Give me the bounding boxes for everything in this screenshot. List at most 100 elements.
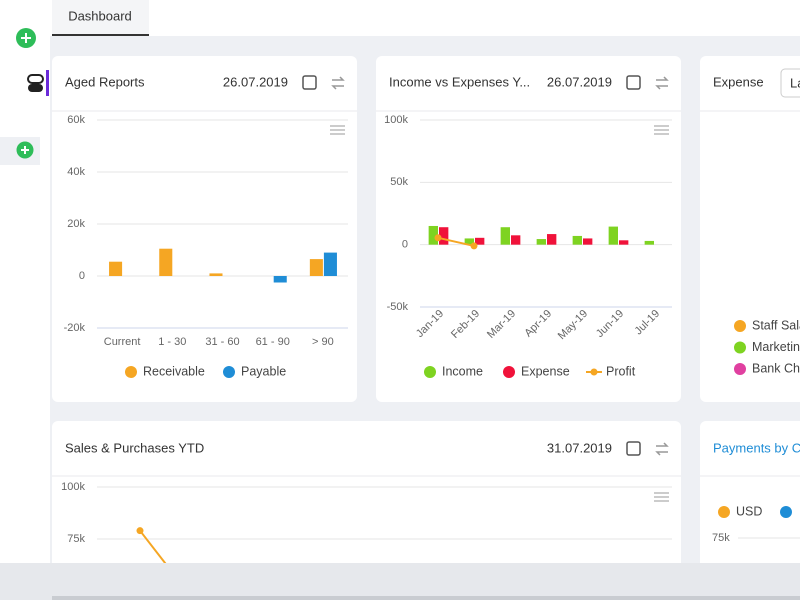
bar (209, 273, 223, 276)
point (136, 527, 144, 535)
active-indicator (46, 70, 49, 96)
bar (500, 227, 510, 245)
x-tick-label: 1 - 30 (158, 336, 186, 348)
bar (439, 227, 449, 245)
legend-label: Staff Sala (752, 318, 800, 332)
toggle-icon[interactable] (27, 74, 44, 84)
card-date: 31.07.2019 (547, 440, 612, 455)
select-box[interactable] (780, 68, 800, 98)
bar (109, 261, 123, 276)
legend-symbol (718, 506, 730, 518)
bar (511, 235, 521, 245)
card-date: 26.07.2019 (547, 74, 612, 89)
calendar-icon[interactable] (626, 75, 641, 90)
card (52, 56, 357, 402)
menu-icon[interactable] (330, 125, 345, 135)
y-tick-label: -20k (64, 322, 86, 334)
scrollbar[interactable] (52, 596, 800, 600)
x-tick-label: 61 - 90 (256, 336, 290, 348)
y-tick-label: 20k (67, 218, 85, 230)
card-title: Income vs Expenses Y... (389, 74, 530, 89)
card-date: 26.07.2019 (223, 74, 288, 89)
menu-icon[interactable] (654, 492, 669, 502)
refresh-icon[interactable] (331, 76, 345, 90)
legend-symbol (223, 366, 235, 378)
tab-underline (52, 34, 149, 36)
legend-label: Profit (606, 364, 636, 378)
y-tick-label: -50k (387, 301, 409, 313)
bar (464, 238, 474, 245)
bar (619, 240, 629, 245)
point (470, 242, 478, 250)
card-title: Expense (713, 74, 764, 89)
card (700, 56, 800, 402)
bar (608, 226, 618, 245)
legend-label: USD (736, 504, 762, 518)
legend-symbol (780, 506, 792, 518)
y-tick-label: 75k (712, 532, 730, 544)
x-tick-label: 31 - 60 (205, 336, 239, 348)
legend-symbol (125, 366, 137, 378)
legend-label: Payable (241, 364, 286, 378)
legend-symbol (734, 363, 746, 375)
bar (547, 234, 557, 245)
legend-label: Expense (521, 364, 570, 378)
legend-symbol (734, 320, 746, 332)
x-tick-label: Current (104, 336, 141, 348)
bar (583, 238, 593, 245)
tab-label[interactable]: Dashboard (68, 8, 132, 23)
refresh-icon[interactable] (655, 76, 669, 90)
legend-label: Bank Ch (752, 361, 800, 375)
card-title: Payments by C (713, 440, 800, 455)
line (437, 236, 475, 247)
y-tick-label: 100k (384, 114, 408, 126)
point (434, 234, 442, 242)
sidebar (0, 0, 50, 600)
widget-extras: Staff Sala Marketin Bank Ch USD 75k (712, 318, 800, 544)
bar (159, 248, 173, 276)
legend-symbol (503, 366, 515, 378)
y-tick-label: 50k (390, 176, 408, 188)
card-title: Sales & Purchases YTD (65, 440, 204, 455)
footer-band (0, 563, 800, 600)
plus-icon (21, 146, 29, 154)
header-icons (302, 75, 669, 502)
charts: -20k 0 20k 40k 60k Current 1 - 30 31 - 60 61 - 9… (64, 114, 672, 378)
chart-clip: 75k 100k (61, 481, 672, 563)
bar (323, 252, 337, 276)
calendar-icon[interactable] (626, 441, 641, 456)
bar (309, 259, 323, 276)
refresh-icon[interactable] (655, 442, 669, 456)
legend-label: Receivable (143, 364, 205, 378)
select-value[interactable]: La (790, 75, 800, 90)
bar (536, 239, 546, 245)
x-tick-label: > 90 (312, 336, 334, 348)
card (700, 421, 800, 563)
toggle-icon (28, 84, 43, 92)
card-title: Aged Reports (65, 74, 145, 89)
bar (475, 237, 485, 245)
content: Aged Reports 26.07.2019 Income vs Expens… (52, 56, 800, 563)
legend-label: Marketin (752, 340, 800, 354)
y-tick-label: 40k (67, 166, 85, 178)
menu-icon[interactable] (654, 125, 669, 135)
legend-symbol (590, 368, 598, 376)
y-tick-label: 75k (67, 533, 85, 545)
card (376, 56, 681, 402)
y-tick-label: 100k (61, 481, 85, 493)
legend-label: Income (442, 364, 483, 378)
y-tick-label: 60k (67, 114, 85, 126)
y-tick-label: 0 (402, 239, 408, 251)
calendar-icon[interactable] (302, 75, 317, 90)
bar (644, 240, 654, 245)
legend-symbol (424, 366, 436, 378)
card (52, 421, 681, 563)
tab[interactable] (52, 0, 149, 36)
bar (273, 276, 287, 283)
header-separators (52, 110, 800, 477)
line (139, 530, 167, 563)
legend-symbol (734, 341, 746, 354)
bar (572, 235, 582, 245)
